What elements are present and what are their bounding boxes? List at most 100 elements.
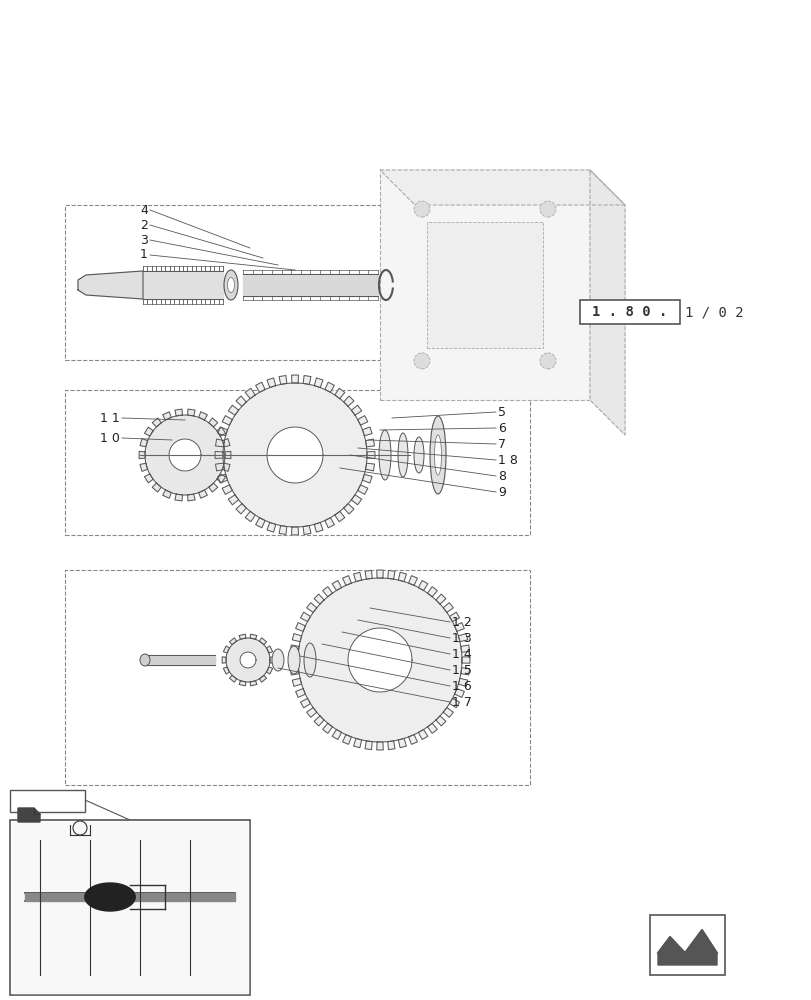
Text: 2: 2 [140,219,148,232]
Circle shape [539,353,556,369]
Polygon shape [342,576,351,585]
Polygon shape [292,634,301,642]
Polygon shape [322,723,332,733]
Bar [10,820,250,995]
Polygon shape [139,439,148,447]
Polygon shape [230,675,236,682]
Polygon shape [291,375,298,383]
Text: 7: 7 [497,438,505,450]
Polygon shape [240,652,255,668]
Polygon shape [303,376,311,384]
Polygon shape [223,646,230,653]
Polygon shape [267,378,276,388]
Polygon shape [223,383,367,527]
Polygon shape [255,382,264,392]
Polygon shape [208,418,217,427]
Polygon shape [245,388,255,399]
Polygon shape [187,494,195,501]
Polygon shape [199,490,207,498]
Polygon shape [144,474,153,483]
Polygon shape [174,409,182,416]
Polygon shape [143,271,223,299]
Polygon shape [199,412,207,420]
Polygon shape [295,689,305,697]
Polygon shape [217,474,227,483]
Polygon shape [324,518,334,528]
Ellipse shape [397,433,407,477]
Polygon shape [250,681,256,686]
Ellipse shape [303,643,315,677]
Polygon shape [260,675,266,682]
Polygon shape [239,634,246,639]
Polygon shape [353,738,361,748]
Polygon shape [187,409,195,416]
Polygon shape [388,570,394,579]
Polygon shape [443,603,453,612]
Polygon shape [239,681,246,686]
Polygon shape [362,427,371,436]
Ellipse shape [430,416,445,494]
Ellipse shape [414,437,423,473]
Text: 4: 4 [140,204,148,217]
Polygon shape [78,271,143,299]
Text: 9: 9 [497,486,505,498]
Polygon shape [380,170,624,205]
Polygon shape [332,729,341,740]
Text: 1 5: 1 5 [452,664,471,676]
Polygon shape [357,416,367,425]
Polygon shape [174,494,182,501]
Polygon shape [145,415,225,495]
Polygon shape [408,576,417,585]
Polygon shape [454,623,464,631]
Polygon shape [228,405,238,415]
Polygon shape [590,170,624,435]
Text: 1 7: 1 7 [452,696,471,708]
Text: 1 . 8 0 .: 1 . 8 0 . [591,305,667,319]
Bar [65,205,554,360]
Polygon shape [314,378,323,388]
Polygon shape [365,741,371,750]
Polygon shape [300,698,310,708]
Polygon shape [449,698,459,708]
Bar [427,222,542,348]
Polygon shape [267,427,323,483]
Polygon shape [353,572,361,582]
Polygon shape [398,572,406,582]
Polygon shape [458,678,467,686]
Polygon shape [418,580,427,591]
Circle shape [539,201,556,217]
Polygon shape [290,645,298,652]
Polygon shape [365,463,374,471]
Polygon shape [348,628,411,692]
Text: 1: 1 [140,248,148,261]
Polygon shape [266,646,272,653]
Polygon shape [436,594,445,604]
Polygon shape [458,634,467,642]
Polygon shape [152,483,161,492]
Polygon shape [162,490,171,498]
Polygon shape [222,485,232,494]
Polygon shape [300,612,310,622]
Polygon shape [427,587,437,597]
Polygon shape [461,645,469,652]
Polygon shape [334,511,345,522]
Polygon shape [279,376,286,384]
Text: 1 1: 1 1 [100,412,120,424]
Polygon shape [236,504,246,514]
Polygon shape [228,495,238,505]
Polygon shape [291,527,298,535]
Polygon shape [12,822,247,993]
Bar [649,915,724,975]
Ellipse shape [288,646,299,674]
Polygon shape [342,735,351,744]
Polygon shape [169,439,201,471]
Polygon shape [144,427,153,436]
Polygon shape [427,723,437,733]
Polygon shape [215,439,224,447]
Polygon shape [152,418,161,427]
Polygon shape [290,657,298,663]
Polygon shape [222,463,230,471]
Polygon shape [461,657,470,663]
Ellipse shape [272,649,284,671]
Polygon shape [365,570,371,579]
